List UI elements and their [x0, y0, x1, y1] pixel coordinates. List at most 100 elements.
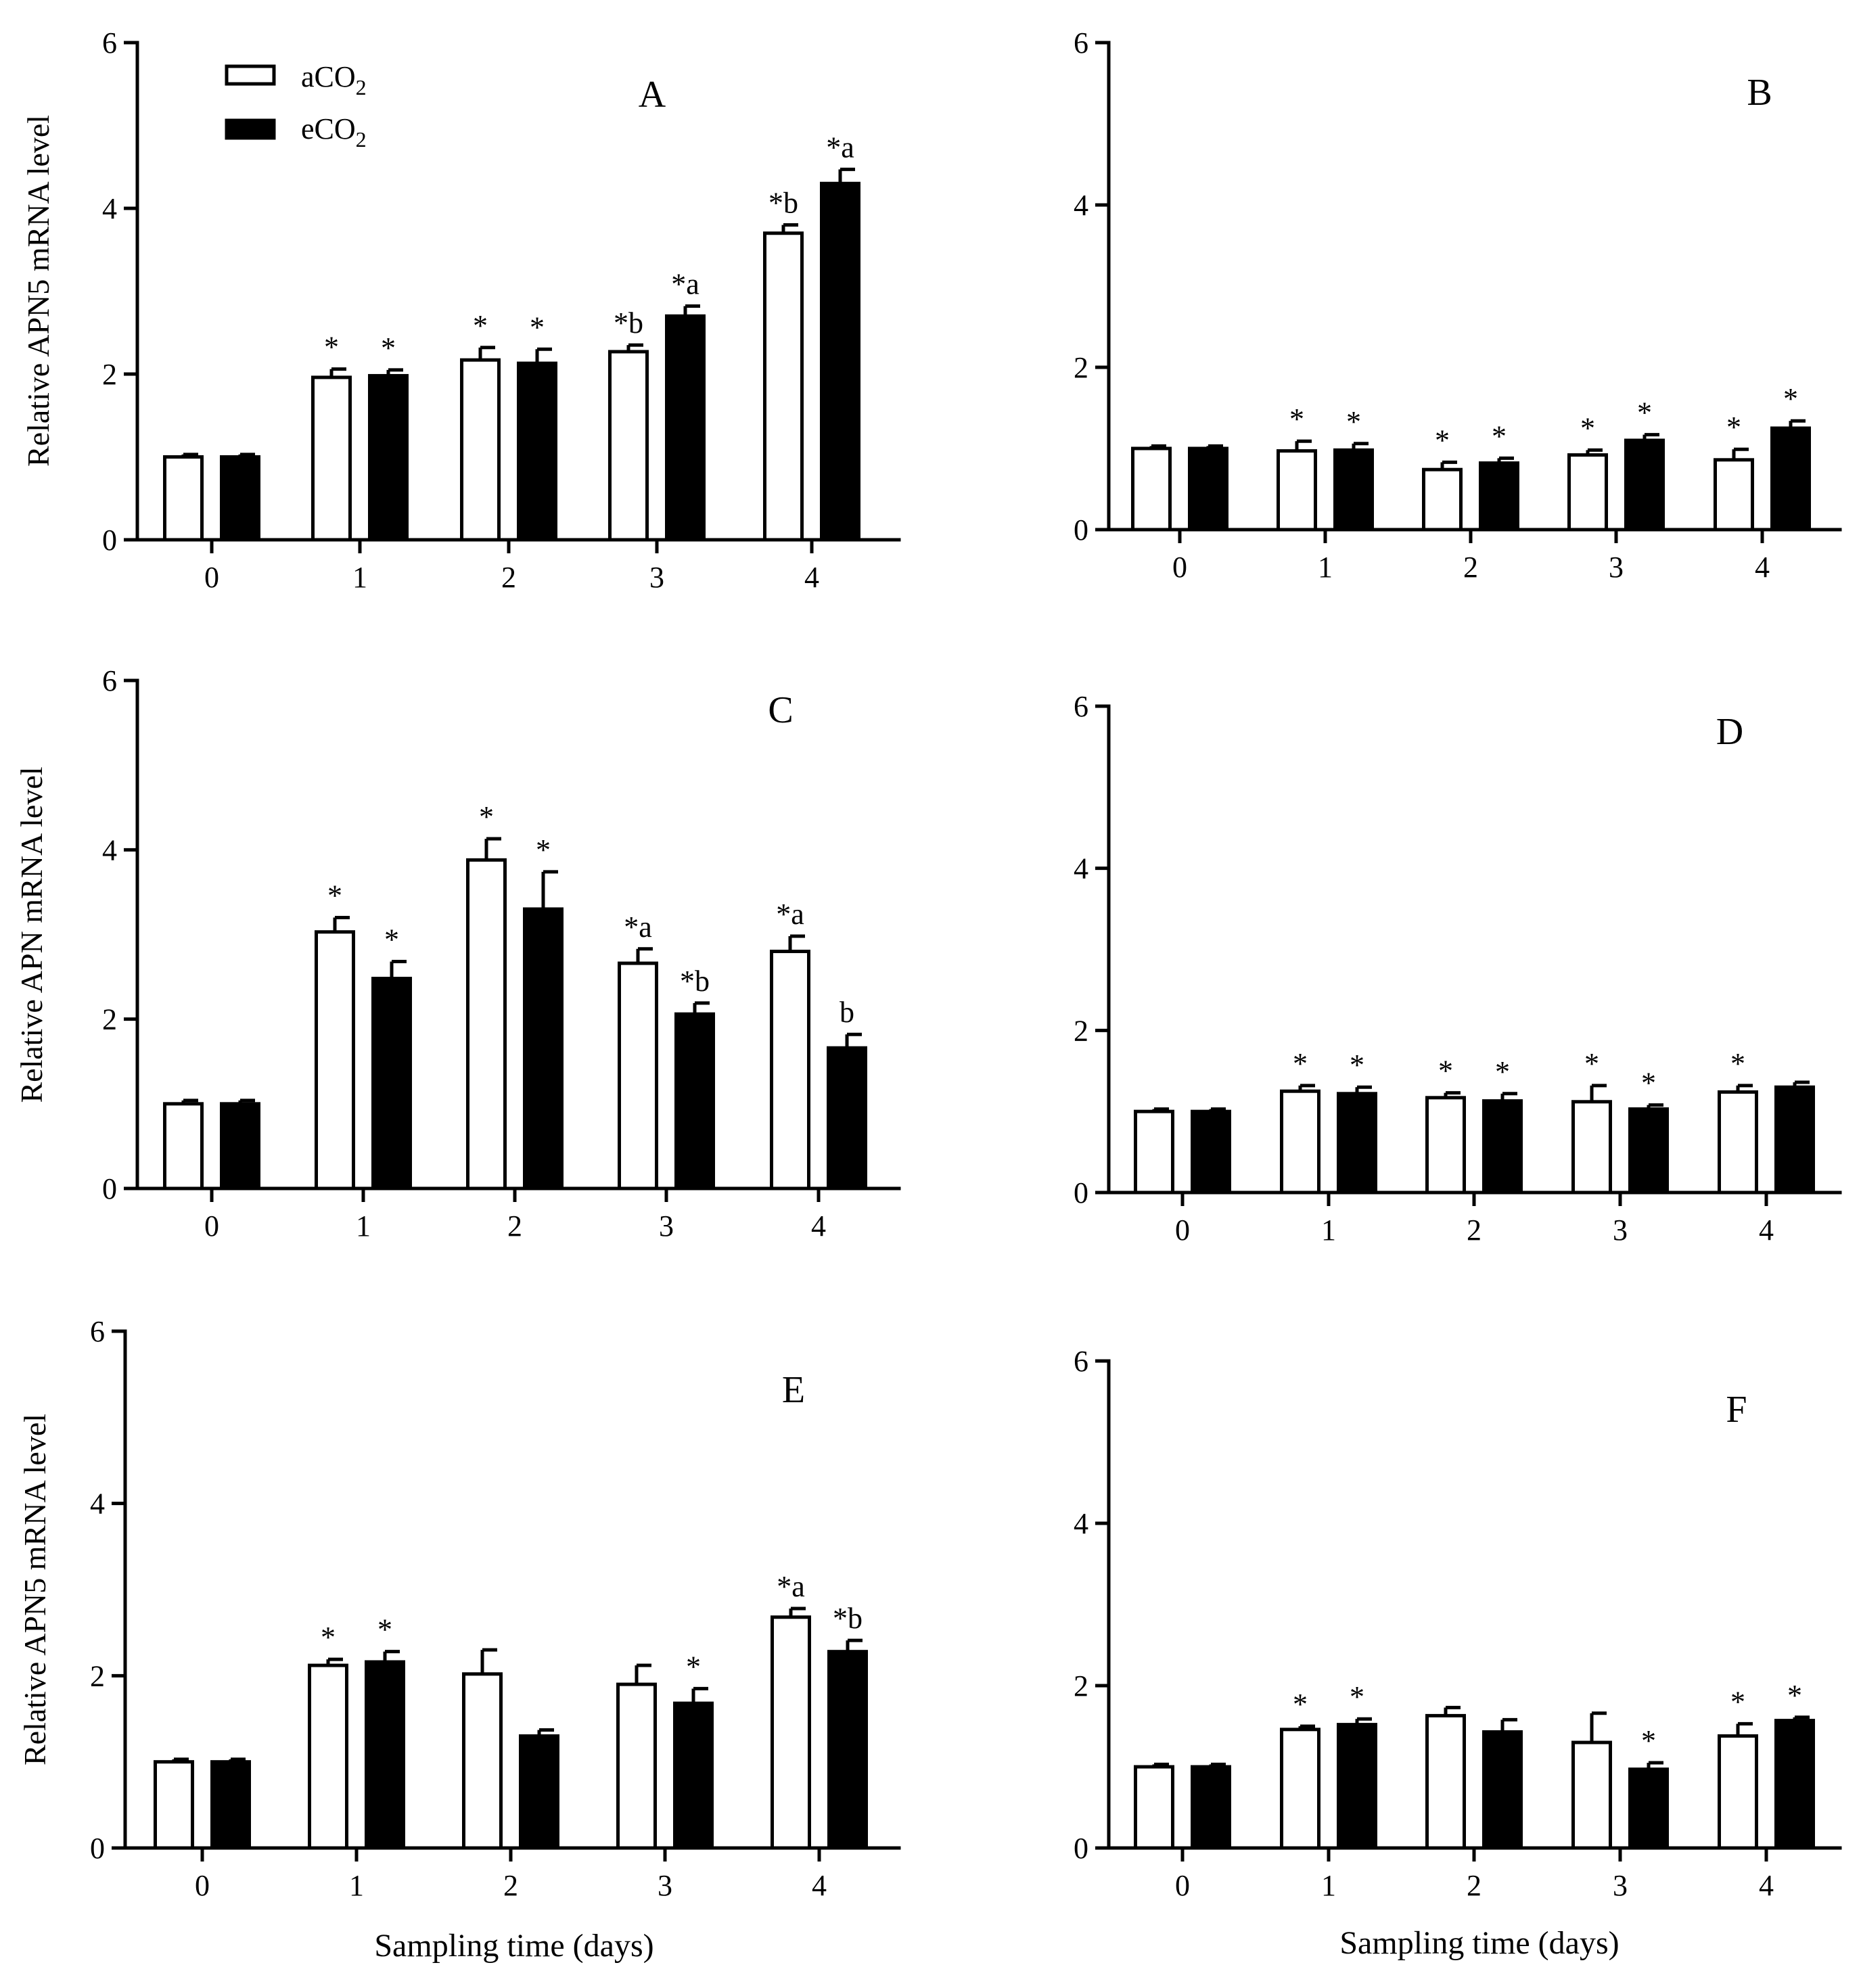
- panel-d-bar-aco2: [1280, 1089, 1320, 1195]
- panel-a-y-tick-label: 2: [102, 358, 117, 391]
- panel-e-bar-eco2: [365, 1660, 405, 1850]
- panel-d-x-tick-label: 0: [1175, 1213, 1190, 1247]
- panel-c-x-tick-label: 3: [659, 1209, 674, 1243]
- panel-e-significance-label-aco2: *: [321, 1621, 336, 1654]
- panel-b-bar-eco2: [1188, 446, 1228, 532]
- panel-d-x-tick-label: 4: [1759, 1213, 1774, 1247]
- panel-d-bar-eco2: [1774, 1085, 1815, 1195]
- panel-d: 0 2 4 6 0 1 2 3 4 * * * * * * * D: [1074, 690, 1842, 1247]
- panel-d-x-tick-label: 3: [1613, 1213, 1628, 1247]
- panel-f-bar-aco2: [1425, 1713, 1466, 1850]
- panel-c-bar-eco2: [674, 1012, 715, 1191]
- panel-c-bar-eco2: [371, 977, 412, 1191]
- panel-e-x-tick-label: 3: [658, 1869, 672, 1902]
- panel-c-significance-label-eco2: b: [840, 996, 854, 1029]
- panel-e-y-tick-label: 0: [90, 1832, 105, 1865]
- panel-e-y-tick-label: 2: [90, 1659, 105, 1692]
- panel-e-bar-aco2: [616, 1682, 657, 1850]
- panel-a-letter: A: [639, 74, 666, 116]
- panel-e-y-tick-label: 4: [90, 1487, 105, 1521]
- panel-a-significance-label-aco2: *: [324, 331, 339, 364]
- panel-a-bar-aco2: [311, 375, 352, 542]
- panel-e-bar-eco2: [519, 1734, 559, 1850]
- panel-c: 0 2 4 6 0 1 2 3 4 * * *a *a * * *b b C Relative APN mRNA l…: [14, 664, 901, 1243]
- panel-c-bar-aco2: [466, 858, 507, 1191]
- panel-d-bar-aco2: [1571, 1100, 1612, 1195]
- panel-c-x-tick-label: 0: [204, 1209, 219, 1243]
- panel-b-bar-aco2: [1131, 446, 1172, 532]
- panel-c-y-axis-title: Relative APN mRNA level: [14, 766, 49, 1103]
- panel-e-significance-label-eco2: *b: [833, 1602, 863, 1635]
- panel-f-x-tick-label: 1: [1321, 1869, 1336, 1902]
- panel-d-bar-eco2: [1191, 1109, 1231, 1195]
- panel-d-y-tick-label: 4: [1074, 852, 1088, 885]
- panel-a-significance-label-eco2: *a: [671, 268, 699, 301]
- panel-c-significance-label-aco2: *: [479, 800, 494, 833]
- panel-d-significance-label-aco2: *: [1293, 1047, 1308, 1080]
- panel-e-bar-aco2: [154, 1760, 194, 1850]
- panel-c-bar-aco2: [770, 950, 810, 1191]
- panel-b-y-tick-label: 4: [1074, 189, 1088, 222]
- panel-b-bar-aco2: [1277, 449, 1317, 532]
- panel-e-bar-eco2: [210, 1760, 251, 1850]
- panel-e-bar-eco2: [673, 1701, 714, 1850]
- panel-f-bar-eco2: [1191, 1765, 1231, 1850]
- panel-b-y-tick-label: 6: [1074, 26, 1088, 60]
- panel-c-bar-aco2: [315, 930, 355, 1191]
- panel-d-y-tick-label: 6: [1074, 690, 1088, 723]
- panel-f-x-tick-label: 2: [1467, 1869, 1481, 1902]
- panel-c-significance-label-eco2: *: [536, 833, 551, 866]
- panel-b-x-tick-label: 3: [1609, 551, 1624, 584]
- legend: aCO2 eCO2: [225, 60, 367, 152]
- panel-a-significance-label-aco2: *b: [614, 306, 643, 340]
- panel-d-bar-eco2: [1337, 1092, 1377, 1195]
- panel-e-letter: E: [782, 1369, 805, 1411]
- panel-c-significance-label-eco2: *b: [680, 965, 710, 998]
- panel-a-bar-aco2: [163, 455, 204, 542]
- panel-b-bar-eco2: [1624, 438, 1665, 532]
- panel-a-significance-label-aco2: *b: [768, 187, 798, 220]
- panel-b-significance-label-eco2: *: [1783, 382, 1798, 415]
- panel-f-y-tick-label: 2: [1074, 1669, 1088, 1703]
- panel-e-significance-label-eco2: *: [686, 1650, 701, 1683]
- panel-b-significance-label-aco2: *: [1580, 411, 1595, 444]
- legend-swatch-eco2: [225, 118, 276, 140]
- panel-a-bar-eco2: [820, 181, 860, 542]
- panel-a-y-axis-title: Relative APN5 mRNA level: [21, 115, 55, 467]
- panel-c-bar-eco2: [523, 907, 564, 1191]
- panel-a-x-tick-label: 0: [204, 561, 219, 594]
- panel-b-bar-aco2: [1567, 453, 1608, 532]
- panel-a-significance-label-eco2: *a: [826, 131, 854, 164]
- panel-a-significance-label-aco2: *: [473, 309, 488, 342]
- panel-f-bar-aco2: [1571, 1740, 1612, 1850]
- panel-b-y-tick-label: 2: [1074, 351, 1088, 384]
- panel-b-bar-eco2: [1770, 426, 1811, 532]
- panel-c-x-tick-label: 2: [507, 1209, 522, 1243]
- panel-e-x-tick-label: 1: [349, 1869, 364, 1902]
- panel-b-significance-label-aco2: *: [1289, 402, 1304, 436]
- panel-d-significance-label-eco2: *: [1641, 1067, 1656, 1100]
- panel-c-significance-label-aco2: *a: [776, 898, 804, 931]
- panel-f-x-tick-label: 4: [1759, 1869, 1774, 1902]
- panel-c-bar-eco2: [827, 1046, 867, 1191]
- panel-b-bar-aco2: [1714, 458, 1754, 532]
- panel-d-bar-eco2: [1482, 1099, 1523, 1195]
- panel-a-bar-eco2: [517, 361, 557, 542]
- panel-f-y-tick-label: 4: [1074, 1507, 1088, 1540]
- panel-d-significance-label-aco2: *: [1730, 1047, 1745, 1080]
- panel-c-bar-eco2: [220, 1102, 260, 1191]
- panel-a-y-tick-label: 0: [102, 524, 117, 557]
- panel-f-x-tick-label: 3: [1613, 1869, 1628, 1902]
- panel-f-x-tick-label: 0: [1175, 1869, 1190, 1902]
- panel-a-x-tick-label: 1: [352, 561, 367, 594]
- panel-a: 0 2 4 6 0 1 2 3 4 * * *b *b * * *a *a A Relative APN5 mRNA…: [21, 26, 901, 594]
- panel-f-letter: F: [1726, 1389, 1747, 1431]
- panel-a-y-tick-label: 6: [102, 26, 117, 60]
- panel-d-significance-label-eco2: *: [1495, 1055, 1510, 1088]
- panel-f-bar-eco2: [1774, 1719, 1815, 1850]
- panel-f-significance-label-aco2: *: [1730, 1685, 1745, 1718]
- panel-c-y-tick-label: 0: [102, 1172, 117, 1205]
- legend-label-eco2: eCO2: [301, 112, 367, 152]
- panel-f: 0 2 4 6 0 1 2 3 4 * * * * * F: [1074, 1345, 1842, 1902]
